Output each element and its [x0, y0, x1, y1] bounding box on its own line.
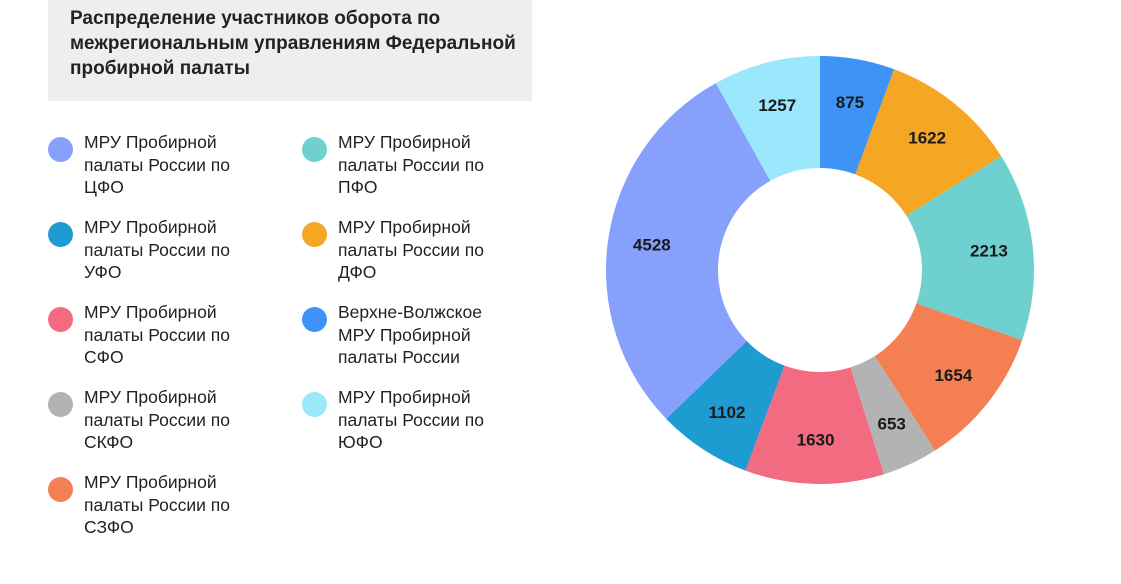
donut-slice: [906, 156, 1034, 341]
legend-label: МРУ Пробирной палаты России по ЦФО: [84, 132, 230, 197]
legend-swatch: [302, 222, 327, 247]
donut-slice: [855, 69, 1002, 216]
legend-label: МРУ Пробирной палаты России по ПФО: [338, 132, 484, 197]
legend-swatch: [48, 392, 73, 417]
legend-swatch: [302, 392, 327, 417]
donut-slice: [715, 56, 820, 181]
legend-swatch: [302, 307, 327, 332]
legend-label: МРУ Пробирной палаты России по СЗФО: [84, 472, 230, 537]
donut-labels: 875 1622 2213 1654 653 1630 1102 4528 1257: [633, 93, 1008, 449]
legend-label: МРУ Пробирной палаты России по ДФО: [338, 217, 484, 282]
legend-label: МРУ Пробирной палаты России по СФО: [84, 302, 230, 367]
donut-slice: [745, 365, 884, 484]
legend-label: МРУ Пробирной палаты России по СКФО: [84, 387, 230, 452]
legend-label: МРУ Пробирной палаты России по УФО: [84, 217, 230, 282]
slice-value-label: 1257: [758, 96, 796, 115]
legend-swatch: [48, 477, 73, 502]
chart-title: Распределение участников оборота по межр…: [70, 8, 516, 79]
legend-label: Верхне-Волжское МРУ Пробирной палаты Рос…: [338, 302, 482, 367]
slice-value-label: 4528: [633, 236, 671, 255]
legend-swatch: [48, 307, 73, 332]
legend-label: МРУ Пробирной палаты России по ЮФО: [338, 387, 484, 452]
donut-slice: [874, 303, 1023, 451]
slice-value-label: 1630: [797, 430, 835, 449]
donut-slice: [850, 356, 936, 475]
donut-slice: [666, 340, 785, 471]
legend-swatch: [48, 222, 73, 247]
donut-slice: [605, 83, 771, 419]
slice-value-label: 1102: [709, 403, 746, 422]
title-box: Распределение участников оборота по межр…: [48, 0, 532, 101]
donut-slices: [605, 56, 1034, 484]
slice-value-label: 875: [836, 93, 864, 112]
legend-swatch: [302, 137, 327, 162]
legend-swatch: [48, 137, 73, 162]
slice-value-label: 1622: [908, 129, 946, 148]
donut-slice: [820, 56, 895, 175]
slice-value-label: 2213: [970, 241, 1008, 260]
slice-value-label: 653: [878, 415, 906, 434]
slice-value-label: 1654: [934, 366, 972, 385]
